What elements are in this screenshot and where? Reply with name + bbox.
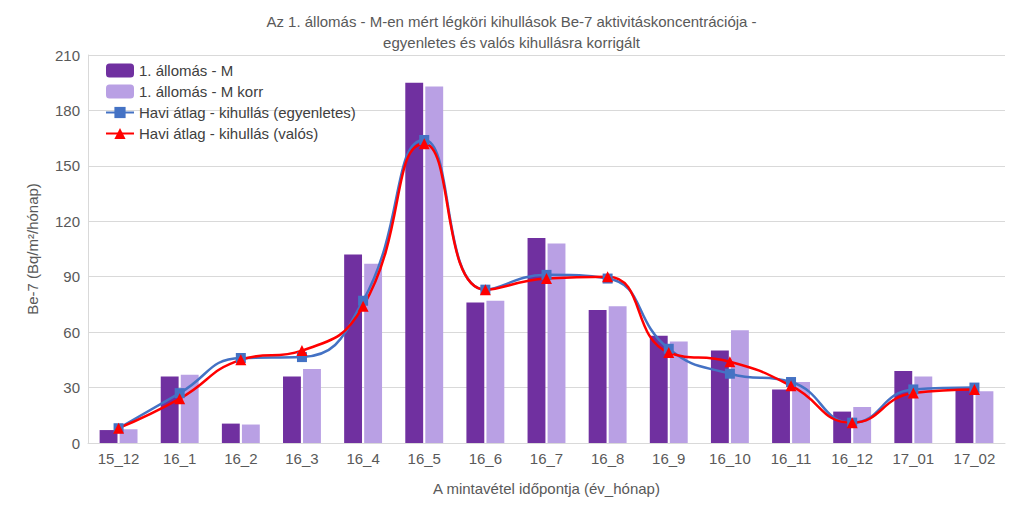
svg-text:180: 180: [55, 102, 80, 119]
svg-text:16_8: 16_8: [591, 450, 624, 467]
svg-text:30: 30: [63, 379, 80, 396]
svg-text:90: 90: [63, 268, 80, 285]
svg-text:15_12: 15_12: [98, 450, 140, 467]
svg-text:A mintavétel időpontja (év_hón: A mintavétel időpontja (év_hónap): [433, 480, 660, 497]
svg-text:60: 60: [63, 324, 80, 341]
svg-text:16_2: 16_2: [224, 450, 257, 467]
svg-text:16_9: 16_9: [652, 450, 685, 467]
svg-text:150: 150: [55, 157, 80, 174]
svg-text:17_02: 17_02: [954, 450, 996, 467]
svg-text:16_12: 16_12: [831, 450, 873, 467]
svg-text:17_01: 17_01: [892, 450, 934, 467]
svg-text:egyenletes és valós kihullásra: egyenletes és valós kihullásra korrigált: [383, 34, 641, 51]
svg-text:16_1: 16_1: [163, 450, 196, 467]
svg-text:0: 0: [72, 435, 80, 452]
svg-text:120: 120: [55, 213, 80, 230]
svg-text:16_11: 16_11: [771, 450, 812, 467]
svg-text:1. állomás - M korr: 1. állomás - M korr: [139, 83, 263, 100]
svg-text:Az 1. állomás - M-en mért légk: Az 1. állomás - M-en mért légköri kihull…: [266, 13, 756, 30]
svg-text:16_7: 16_7: [530, 450, 563, 467]
svg-text:16_6: 16_6: [469, 450, 502, 467]
svg-text:16_3: 16_3: [285, 450, 318, 467]
svg-text:16_4: 16_4: [346, 450, 379, 467]
svg-text:Be-7 (Bq/m²/hónap): Be-7 (Bq/m²/hónap): [24, 183, 41, 315]
svg-text:16_10: 16_10: [709, 450, 751, 467]
svg-text:1. állomás - M: 1. állomás - M: [139, 62, 233, 79]
svg-text:210: 210: [55, 47, 80, 64]
svg-text:Havi átlag - kihullás (valós): Havi átlag - kihullás (valós): [139, 125, 318, 142]
svg-text:Havi átlag - kihullás (egyenle: Havi átlag - kihullás (egyenletes): [139, 104, 356, 121]
svg-text:16_5: 16_5: [408, 450, 441, 467]
